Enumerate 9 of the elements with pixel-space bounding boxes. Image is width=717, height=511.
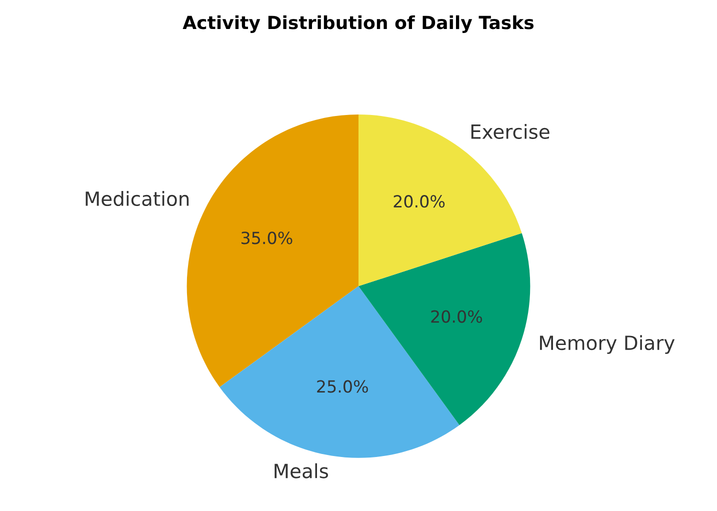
chart-title: Activity Distribution of Daily Tasks [182,15,534,33]
data-label: 25.0% [317,380,368,393]
slice-label: Exercise [471,124,550,140]
data-label: 20.0% [394,195,445,208]
slice-label: Memory Diary [540,335,675,354]
data-label: 35.0% [242,232,292,244]
slice-label: Medication [86,191,189,206]
data-label: 20.0% [431,310,482,323]
slice-label: Meals [274,463,328,478]
